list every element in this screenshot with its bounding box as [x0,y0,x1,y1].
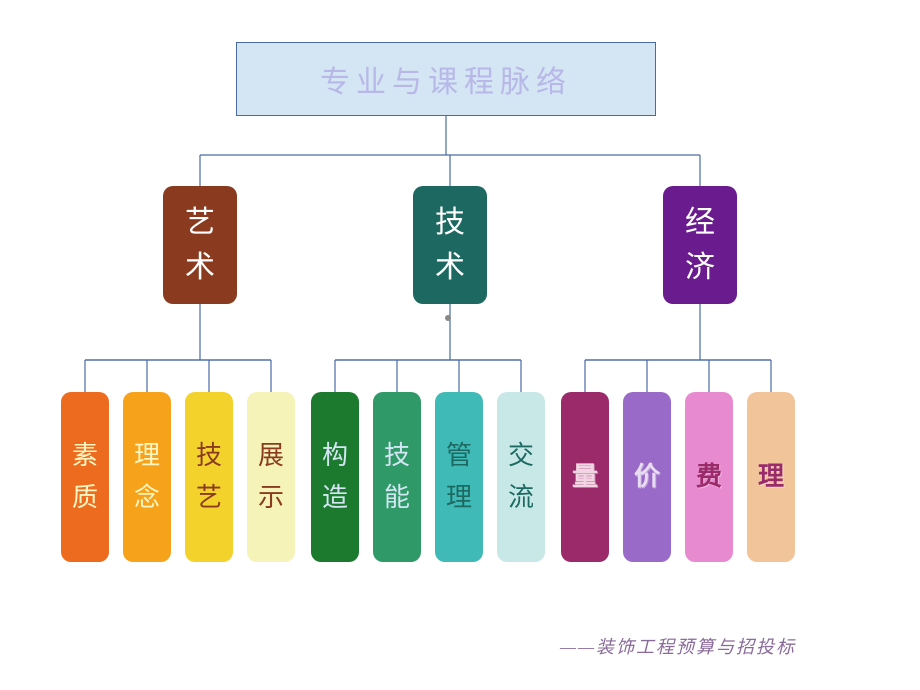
mid-node-char: 术 [435,245,465,290]
leaf-node-char: 理 [758,456,784,498]
leaf-node-char: 交 [508,435,534,477]
leaf-node-6: 管理 [435,392,483,562]
root-node: 专业与课程脉络 [236,42,656,116]
leaf-node-char: 质 [72,477,98,519]
leaf-node-9: 价 [623,392,671,562]
leaf-node-char: 素 [72,435,98,477]
center-dot [445,315,451,321]
leaf-node-11: 理 [747,392,795,562]
leaf-node-char: 构 [322,435,348,477]
leaf-node-1: 理念 [123,392,171,562]
leaf-node-10: 费 [685,392,733,562]
leaf-node-0: 素质 [61,392,109,562]
mid-node-2: 经济 [663,186,737,304]
leaf-node-char: 理 [446,477,472,519]
mid-node-char: 艺 [185,200,215,245]
leaf-node-char: 技 [384,435,410,477]
leaf-node-char: 理 [134,435,160,477]
leaf-node-char: 费 [696,456,722,498]
mid-node-char: 经 [685,200,715,245]
root-label: 专业与课程脉络 [320,57,572,101]
leaf-node-8: 量 [561,392,609,562]
mid-node-char: 济 [685,245,715,290]
leaf-node-char: 管 [446,435,472,477]
mid-node-char: 术 [185,245,215,290]
mid-node-0: 艺术 [163,186,237,304]
mid-node-char: 技 [435,200,465,245]
leaf-node-char: 展 [258,435,284,477]
leaf-node-3: 展示 [247,392,295,562]
leaf-node-char: 技 [196,435,222,477]
leaf-node-5: 技能 [373,392,421,562]
leaf-node-char: 流 [508,477,534,519]
footer-text: ——装饰工程预算与招投标 [560,633,796,659]
leaf-node-char: 量 [572,456,598,498]
leaf-node-4: 构造 [311,392,359,562]
leaf-node-char: 念 [134,477,160,519]
mid-node-1: 技术 [413,186,487,304]
leaf-node-char: 艺 [196,477,222,519]
leaf-node-char: 造 [322,477,348,519]
leaf-node-char: 价 [634,456,660,498]
leaf-node-2: 技艺 [185,392,233,562]
leaf-node-char: 能 [384,477,410,519]
leaf-node-7: 交流 [497,392,545,562]
leaf-node-char: 示 [258,477,284,519]
